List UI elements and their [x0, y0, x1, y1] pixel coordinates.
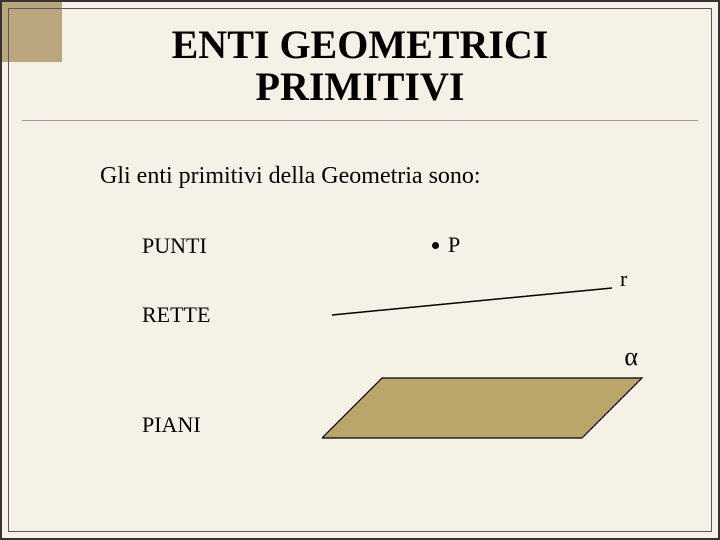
plane-svg	[322, 370, 652, 445]
title-divider	[22, 120, 698, 121]
line-label-r: r	[620, 266, 627, 292]
label-rette: RETTE	[142, 282, 322, 328]
slide-title: ENTI GEOMETRICI PRIMITIVI	[22, 24, 698, 108]
subtitle: Gli enti primitivi della Geometria sono:	[100, 163, 698, 190]
title-line1: ENTI GEOMETRICI	[172, 22, 549, 67]
line-r	[332, 288, 612, 315]
diagram-piani: α	[322, 370, 698, 450]
plane-shape	[322, 378, 642, 438]
label-punti: PUNTI	[142, 233, 322, 259]
label-piani: PIANI	[142, 382, 322, 438]
point-dot	[432, 242, 439, 249]
plane-label-alpha: α	[624, 342, 638, 372]
point-label-P: P	[448, 232, 460, 258]
diagram-punti: P	[322, 226, 698, 266]
row-rette: RETTE r	[142, 280, 698, 330]
line-svg	[322, 280, 632, 330]
title-line2: PRIMITIVI	[256, 64, 465, 109]
row-punti: PUNTI P	[142, 226, 698, 266]
diagram-rette: r	[322, 280, 698, 330]
row-piani: PIANI α	[142, 370, 698, 450]
